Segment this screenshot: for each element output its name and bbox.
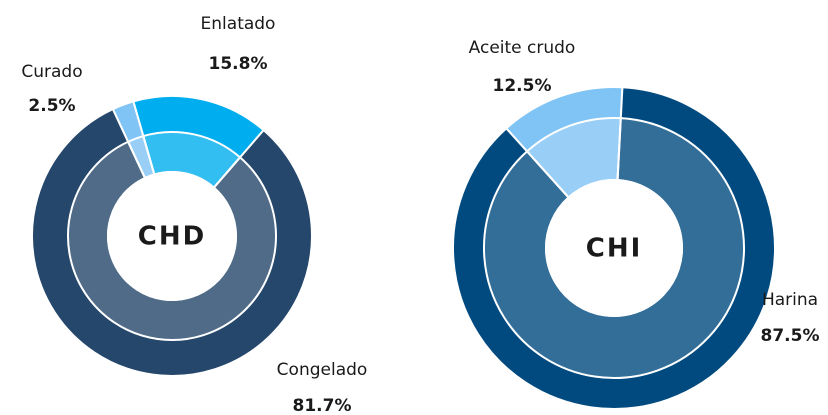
- center-title: CHI: [586, 234, 643, 264]
- donut-hole: [546, 180, 682, 316]
- center-title: CHD: [138, 222, 206, 252]
- value-label: 2.5%: [28, 96, 75, 116]
- donut-hole: [108, 172, 236, 300]
- category-label: Aceite crudo: [469, 38, 576, 58]
- category-label: Harina: [762, 290, 818, 310]
- category-label: Congelado: [277, 360, 368, 380]
- category-label: Enlatado: [201, 14, 276, 34]
- value-label: 12.5%: [493, 76, 552, 96]
- value-label: 81.7%: [293, 396, 352, 415]
- value-label: 87.5%: [761, 326, 820, 346]
- category-label: Curado: [21, 62, 82, 82]
- value-label: 15.8%: [209, 54, 268, 74]
